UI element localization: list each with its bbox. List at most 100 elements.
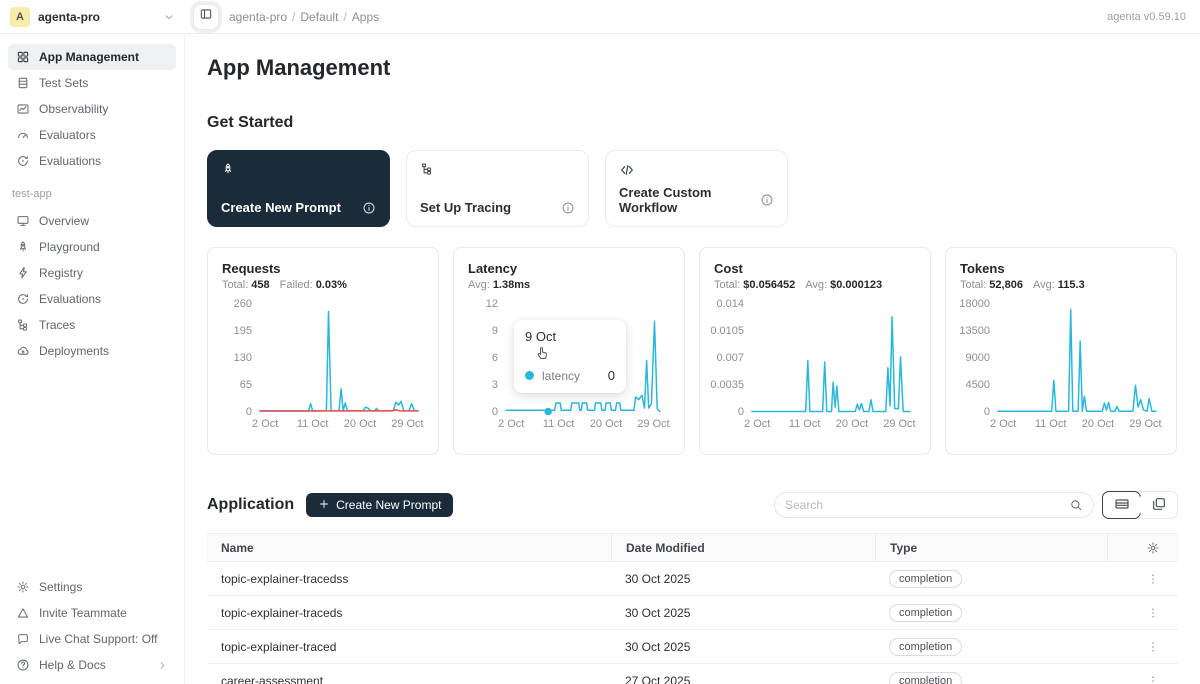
metric-stat-label: Total: [714, 279, 740, 291]
card-view-button[interactable] [1140, 492, 1177, 518]
column-settings-icon[interactable] [1146, 541, 1160, 555]
grid-icon [16, 50, 30, 64]
page-title: App Management [207, 55, 1178, 81]
info-icon[interactable] [561, 201, 575, 215]
cell-name: career-assessment [207, 674, 611, 684]
breadcrumb-segment[interactable]: Default [300, 10, 338, 24]
breadcrumb-segment[interactable]: Apps [352, 10, 379, 24]
code-icon [619, 162, 635, 183]
search-box [774, 492, 1094, 518]
x-axis-tick: 29 Oct [1129, 418, 1161, 430]
metric-stat-label: Failed: [280, 279, 313, 291]
metric-stat-label: Total: [960, 279, 986, 291]
gauge-icon [16, 128, 30, 142]
sidebar-item-label: Evaluations [39, 154, 101, 168]
y-axis-tick: 0 [246, 406, 252, 418]
x-axis-tick: 2 Oct [990, 418, 1016, 430]
metric-stat: Avg:1.38ms [468, 279, 530, 291]
metric-stat-value: $0.056452 [743, 279, 795, 291]
metric-stat: Total:458 [222, 279, 270, 291]
view-toggle [1102, 491, 1178, 519]
y-axis-tick: 4500 [966, 379, 990, 391]
breadcrumb-separator: / [343, 10, 346, 24]
row-menu-button[interactable] [1146, 572, 1160, 586]
sidebar-item-label: Invite Teammate [39, 606, 127, 620]
y-axis-tick: 130 [234, 352, 252, 364]
sidebar-item-help-docs[interactable]: Help & Docs [8, 652, 176, 678]
metric-title: Requests [222, 261, 424, 276]
metric-stat: Total:$0.056452 [714, 279, 795, 291]
metric-card-tokens: TokensTotal:52,806Avg:115.31800013500900… [945, 247, 1177, 455]
sidebar-item-deployments[interactable]: Deployments [8, 338, 176, 364]
row-menu-button[interactable] [1146, 606, 1160, 620]
version-label: agenta v0.59.10 [1107, 11, 1186, 23]
workspace-selector[interactable]: A agenta-pro [0, 7, 185, 27]
traces-icon [420, 162, 434, 181]
search-input[interactable] [785, 498, 1069, 512]
x-axis-tick: 11 Oct [789, 418, 821, 430]
table-row[interactable]: career-assessment27 Oct 2025completion [207, 664, 1178, 684]
metric-chart [752, 305, 910, 413]
sidebar-item-playground[interactable]: Playground [8, 234, 176, 260]
card-view-icon [1151, 496, 1167, 515]
x-axis-tick: 11 Oct [297, 418, 329, 430]
tooltip-value: 0 [608, 368, 615, 383]
application-title: Application [207, 496, 294, 514]
sidebar-toggle-button[interactable] [193, 4, 219, 30]
sidebar-item-live-chat-support-off[interactable]: Live Chat Support: Off [8, 626, 176, 652]
hand-cursor-icon [534, 344, 551, 366]
sidebar-item-registry[interactable]: Registry [8, 260, 176, 286]
workspace-avatar: A [10, 7, 30, 27]
sidebar-item-observability[interactable]: Observability [8, 96, 176, 122]
sidebar-item-settings[interactable]: Settings [8, 574, 176, 600]
row-menu-button[interactable] [1146, 674, 1160, 684]
sidebar-item-evaluations[interactable]: Evaluations [8, 148, 176, 174]
x-axis-tick: 29 Oct [883, 418, 915, 430]
y-axis-tick: 18000 [959, 298, 990, 310]
sidebar-item-traces[interactable]: Traces [8, 312, 176, 338]
get-started-card-create-custom-workflow[interactable]: Create Custom Workflow [605, 150, 788, 227]
sidebar-item-evaluators[interactable]: Evaluators [8, 122, 176, 148]
cell-date-modified: 30 Oct 2025 [611, 606, 875, 620]
type-badge: completion [889, 604, 962, 622]
y-axis-tick: 0.0105 [710, 325, 744, 337]
y-axis-tick: 3 [492, 379, 498, 391]
observability-icon [16, 102, 30, 116]
table-row[interactable]: topic-explainer-traceds30 Oct 2025 comple… [207, 596, 1178, 630]
table-row[interactable]: topic-explainer-traced30 Oct 2025complet… [207, 630, 1178, 664]
table-view-button[interactable] [1102, 491, 1141, 519]
x-axis-tick: 20 Oct [344, 418, 376, 430]
sidebar-item-label: Deployments [39, 344, 109, 358]
get-started-card-set-up-tracing[interactable]: Set Up Tracing [406, 150, 589, 227]
y-axis-tick: 6 [492, 352, 498, 364]
metric-stat-value: 1.38ms [493, 279, 530, 291]
row-menu-button[interactable] [1146, 640, 1160, 654]
sidebar-item-test-sets[interactable]: Test Sets [8, 70, 176, 96]
sidebar-item-label: Registry [39, 266, 83, 280]
sidebar-item-evaluations[interactable]: Evaluations [8, 286, 176, 312]
search-icon[interactable] [1069, 498, 1083, 512]
create-new-prompt-button[interactable]: Create New Prompt [306, 493, 453, 517]
sidebar-item-invite-teammate[interactable]: Invite Teammate [8, 600, 176, 626]
sidebar-item-overview[interactable]: Overview [8, 208, 176, 234]
sidebar-item-app-management[interactable]: App Management [8, 44, 176, 70]
breadcrumb-segment[interactable]: agenta-pro [229, 10, 287, 24]
info-icon[interactable] [362, 201, 376, 215]
chat-icon [16, 632, 30, 646]
chevron-right-icon [157, 660, 168, 671]
chevron-down-icon [163, 11, 175, 23]
topbar: A agenta-pro agenta-pro/Default/Apps age… [0, 0, 1200, 34]
metric-stat-label: Avg: [468, 279, 490, 291]
sidebar-item-label: App Management [39, 50, 139, 64]
table-row[interactable]: topic-explainer-tracedss30 Oct 2025compl… [207, 562, 1178, 596]
info-icon[interactable] [760, 193, 774, 207]
create-new-prompt-label: Create New Prompt [336, 498, 441, 512]
sidebar-item-label: Evaluations [39, 292, 101, 306]
metric-title: Tokens [960, 261, 1162, 276]
get-started-card-create-new-prompt[interactable]: Create New Prompt [207, 150, 390, 227]
x-axis-tick: 29 Oct [637, 418, 669, 430]
app-root: A agenta-pro agenta-pro/Default/Apps age… [0, 0, 1200, 684]
column-header-type: Type [875, 533, 1107, 562]
y-axis-tick: 0.007 [716, 352, 744, 364]
cell-name: topic-explainer-traceds [207, 606, 611, 620]
